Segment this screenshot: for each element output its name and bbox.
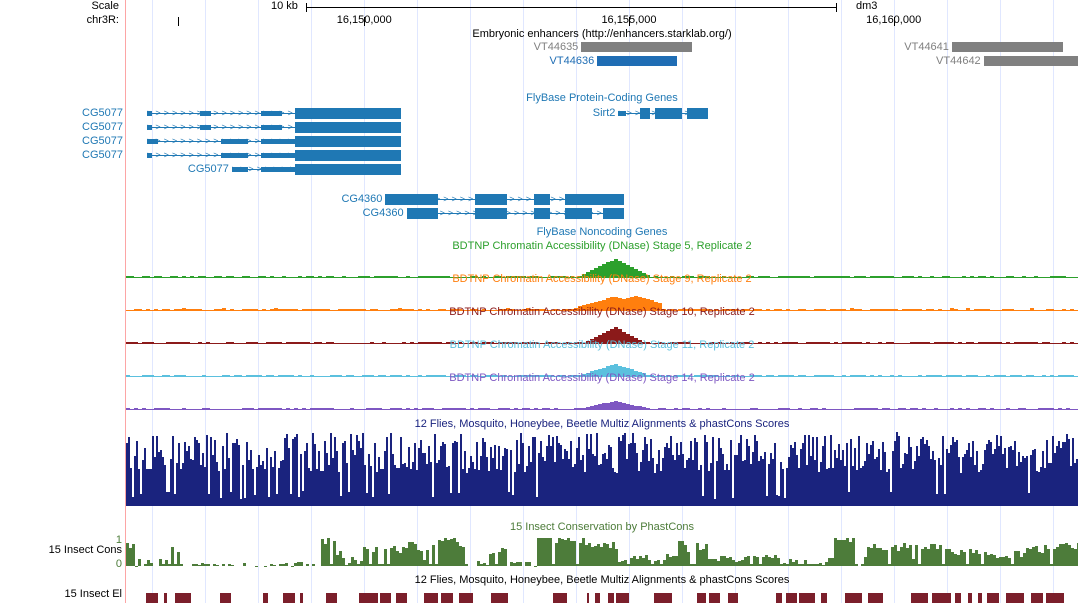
exon[interactable] [295,108,401,119]
gene-label[interactable]: CG4360 [325,193,382,205]
exon[interactable] [200,111,211,116]
exon[interactable] [147,111,152,116]
exon[interactable] [640,108,651,119]
exon[interactable] [261,125,282,130]
exon[interactable] [407,208,439,219]
gene-label[interactable]: CG5077 [4,121,123,133]
y-axis-0: 0 [0,558,122,570]
track-area[interactable]: 10 kb dm3 16,150,00016,155,00016,160,000… [125,0,1078,603]
exon[interactable] [152,139,157,144]
chrom-label: chr3R: [0,14,122,26]
track-phastcons[interactable] [126,538,1078,566]
exon[interactable] [295,136,401,147]
exon[interactable] [385,194,438,205]
exon[interactable] [618,111,626,116]
exon[interactable] [687,108,708,119]
exon[interactable] [565,208,591,219]
track-title-dnase-s10[interactable]: BDTNP Chromatin Accessibility (DNase) St… [126,306,1078,318]
track-title-dnase-s11[interactable]: BDTNP Chromatin Accessibility (DNase) St… [126,339,1078,351]
exon[interactable] [603,208,624,219]
scale-label: Scale [0,0,122,12]
left-label-insectel[interactable]: 15 Insect El [0,588,122,600]
exon[interactable] [295,164,401,175]
track-insect-el[interactable] [126,593,1078,603]
track-title-noncoding[interactable]: FlyBase Noncoding Genes [126,226,1078,238]
track-title-phastcons[interactable]: 15 Insect Conservation by PhastCons [126,521,1078,533]
genome-browser: Scale chr3R: 10 kb dm3 16,150,00016,155,… [0,0,1078,603]
exon[interactable] [295,122,401,133]
gene-label[interactable]: Sirt2 [558,107,615,119]
exon[interactable] [261,139,295,144]
gene-label[interactable]: CG5077 [172,163,229,175]
exon[interactable] [221,139,247,144]
exon[interactable] [261,167,295,172]
gene-label[interactable]: CG5077 [4,149,123,161]
exon[interactable] [232,167,248,172]
track-title-multiz2[interactable]: 12 Flies, Mosquito, Honeybee, Beetle Mul… [126,574,1078,586]
exon[interactable] [200,125,211,130]
exon[interactable] [221,153,247,158]
gene-label[interactable]: CG4360 [347,207,404,219]
track-title-dnase-s14[interactable]: BDTNP Chromatin Accessibility (DNase) St… [126,372,1078,384]
left-label-phastcons[interactable]: 15 Insect Cons [0,544,122,556]
exon[interactable] [147,153,152,158]
dnase-s14[interactable] [126,388,1078,410]
exon[interactable] [475,194,507,205]
track-title-multiz[interactable]: 12 Flies, Mosquito, Honeybee, Beetle Mul… [126,418,1078,430]
track-multiz[interactable] [126,432,1078,506]
exon[interactable] [655,108,681,119]
exon[interactable] [565,194,623,205]
exon[interactable] [295,150,401,161]
track-title-dnase-s5[interactable]: BDTNP Chromatin Accessibility (DNase) St… [126,240,1078,252]
exon[interactable] [534,208,550,219]
exon[interactable] [261,111,282,116]
gene-label[interactable]: CG5077 [4,107,123,119]
gene-label[interactable]: CG5077 [4,135,123,147]
track-title-dnase-s9[interactable]: BDTNP Chromatin Accessibility (DNase) St… [126,273,1078,285]
exon[interactable] [261,153,295,158]
exon[interactable] [147,125,152,130]
exon[interactable] [475,208,507,219]
track-genes[interactable]: >>>>>>>>>>>>>>>>>>>>>>>>>>>>>>>>>>>>>>>>… [126,0,1078,230]
exon[interactable] [534,194,550,205]
